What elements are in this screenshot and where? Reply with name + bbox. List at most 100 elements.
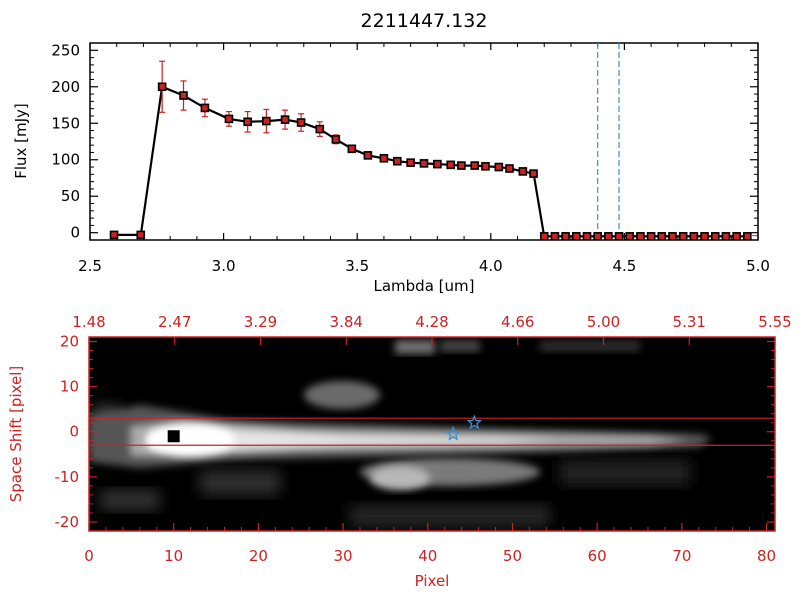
data-point xyxy=(470,161,480,170)
data-point xyxy=(505,164,514,173)
heatmap-upper-blob xyxy=(304,381,380,409)
heatmap-noise xyxy=(440,340,480,352)
data-point xyxy=(347,144,357,154)
x-tick-label: 5.0 xyxy=(746,257,770,275)
x-tick-label: 30 xyxy=(334,547,353,565)
spectrum-plot-frame xyxy=(89,42,759,241)
spectrum-y-axis-label: Flux [mJy] xyxy=(12,103,30,179)
spectrum-x-axis-label: Lambda [um] xyxy=(374,277,475,295)
x-tick-label: 3.0 xyxy=(212,257,236,275)
y-tick-label: -10 xyxy=(55,468,80,486)
data-point xyxy=(700,232,709,240)
data-point xyxy=(625,232,635,240)
spatial-panel: 0 10 20 30 40 50 60 70 80 1.48 2.47 3.29 3.84 4.28 4.6… xyxy=(7,313,792,590)
data-point xyxy=(296,118,306,127)
data-point xyxy=(280,115,290,124)
top-tick-label: 2.47 xyxy=(158,313,191,331)
heatmap-x-axis-label: Pixel xyxy=(415,572,450,590)
data-point xyxy=(593,232,602,240)
y-tick-label: -20 xyxy=(55,513,80,531)
spectrum-panel: 2211447.132 2.5 3.0 3.5 4.0 4.5 5.00501001502… xyxy=(12,10,770,295)
x-tick-label: 10 xyxy=(164,547,183,565)
top-tick-label: 3.29 xyxy=(244,313,277,331)
data-point xyxy=(109,230,119,240)
x-tick-label: 2.5 xyxy=(78,257,102,275)
x-tick-label: 70 xyxy=(672,547,691,565)
data-point xyxy=(518,167,528,176)
spatial-heatmap xyxy=(88,336,776,532)
x-tick-label: 40 xyxy=(418,547,437,565)
heatmap-aperture-lines xyxy=(89,417,775,446)
data-point xyxy=(379,153,389,163)
data-point xyxy=(392,156,402,166)
y-tick-label: 0 xyxy=(70,224,80,242)
y-tick-label: 0 xyxy=(69,423,79,441)
top-tick-label: 1.48 xyxy=(72,313,105,331)
data-point xyxy=(243,117,252,127)
y-tick-label: 100 xyxy=(51,151,80,169)
heatmap-tick-labels: 0 10 20 30 40 50 60 70 80 1.48 2.47 3.29 3.84 4.28 4.6… xyxy=(55,313,792,565)
data-point xyxy=(636,232,645,240)
data-point xyxy=(614,232,624,240)
heatmap-trace-core xyxy=(150,428,560,450)
data-point xyxy=(136,230,146,240)
y-tick-label: 150 xyxy=(51,114,80,132)
data-point xyxy=(689,232,699,240)
y-tick-label: 50 xyxy=(61,187,80,205)
x-tick-label: 3.5 xyxy=(345,257,369,275)
data-point xyxy=(481,162,490,171)
top-tick-label: 5.00 xyxy=(587,313,620,331)
top-tick-label: 5.31 xyxy=(673,313,706,331)
data-point xyxy=(582,232,592,240)
data-point xyxy=(721,232,731,240)
data-point xyxy=(419,159,429,168)
x-tick-label: 50 xyxy=(503,547,522,565)
star-marker xyxy=(466,414,483,430)
data-point xyxy=(224,114,234,124)
spectrum-ticks xyxy=(89,43,759,240)
star-marker xyxy=(445,425,462,441)
data-point xyxy=(561,232,570,240)
y-tick-label: 10 xyxy=(60,378,79,396)
data-point xyxy=(315,124,325,134)
data-point xyxy=(732,232,741,240)
heatmap-y-axis-label: Space Shift [pixel] xyxy=(7,366,25,503)
heatmap-ticks xyxy=(88,337,776,531)
data-point xyxy=(743,232,752,240)
x-tick-label: 20 xyxy=(249,547,268,565)
heatmap-noise xyxy=(200,470,280,495)
data-point xyxy=(157,82,167,92)
heatmap-dark-spot xyxy=(167,430,180,443)
heatmap-noise xyxy=(395,340,435,354)
data-point xyxy=(433,159,442,169)
data-point xyxy=(572,232,581,240)
data-point xyxy=(646,232,656,240)
data-point xyxy=(363,151,373,160)
top-tick-label: 5.55 xyxy=(758,313,791,331)
top-tick-label: 4.28 xyxy=(415,313,448,331)
spectrum-tick-labels: 2.5 3.0 3.5 4.0 4.5 5.0 0 50 100 150 200 250 xyxy=(51,41,770,275)
y-tick-label: 20 xyxy=(60,333,79,351)
data-point xyxy=(678,232,688,240)
data-point xyxy=(200,103,210,113)
heatmap-stars xyxy=(445,414,483,441)
heatmap-noise xyxy=(540,340,640,352)
x-tick-label: 4.0 xyxy=(479,257,503,275)
data-point xyxy=(550,232,560,240)
data-point xyxy=(668,232,677,240)
spectrum-marks xyxy=(109,43,758,240)
heatmap-noise xyxy=(100,490,160,510)
data-point xyxy=(446,160,456,170)
heatmap-noise xyxy=(350,505,550,527)
data-point xyxy=(262,116,271,126)
data-point xyxy=(406,158,415,167)
data-point xyxy=(529,169,538,178)
data-point xyxy=(539,232,549,240)
heatmap-noise xyxy=(560,460,690,485)
top-tick-label: 4.66 xyxy=(501,313,534,331)
heatmap-peak xyxy=(145,424,235,456)
data-point xyxy=(179,91,188,100)
y-tick-label: 250 xyxy=(51,41,80,59)
heatmap-image xyxy=(89,340,712,527)
